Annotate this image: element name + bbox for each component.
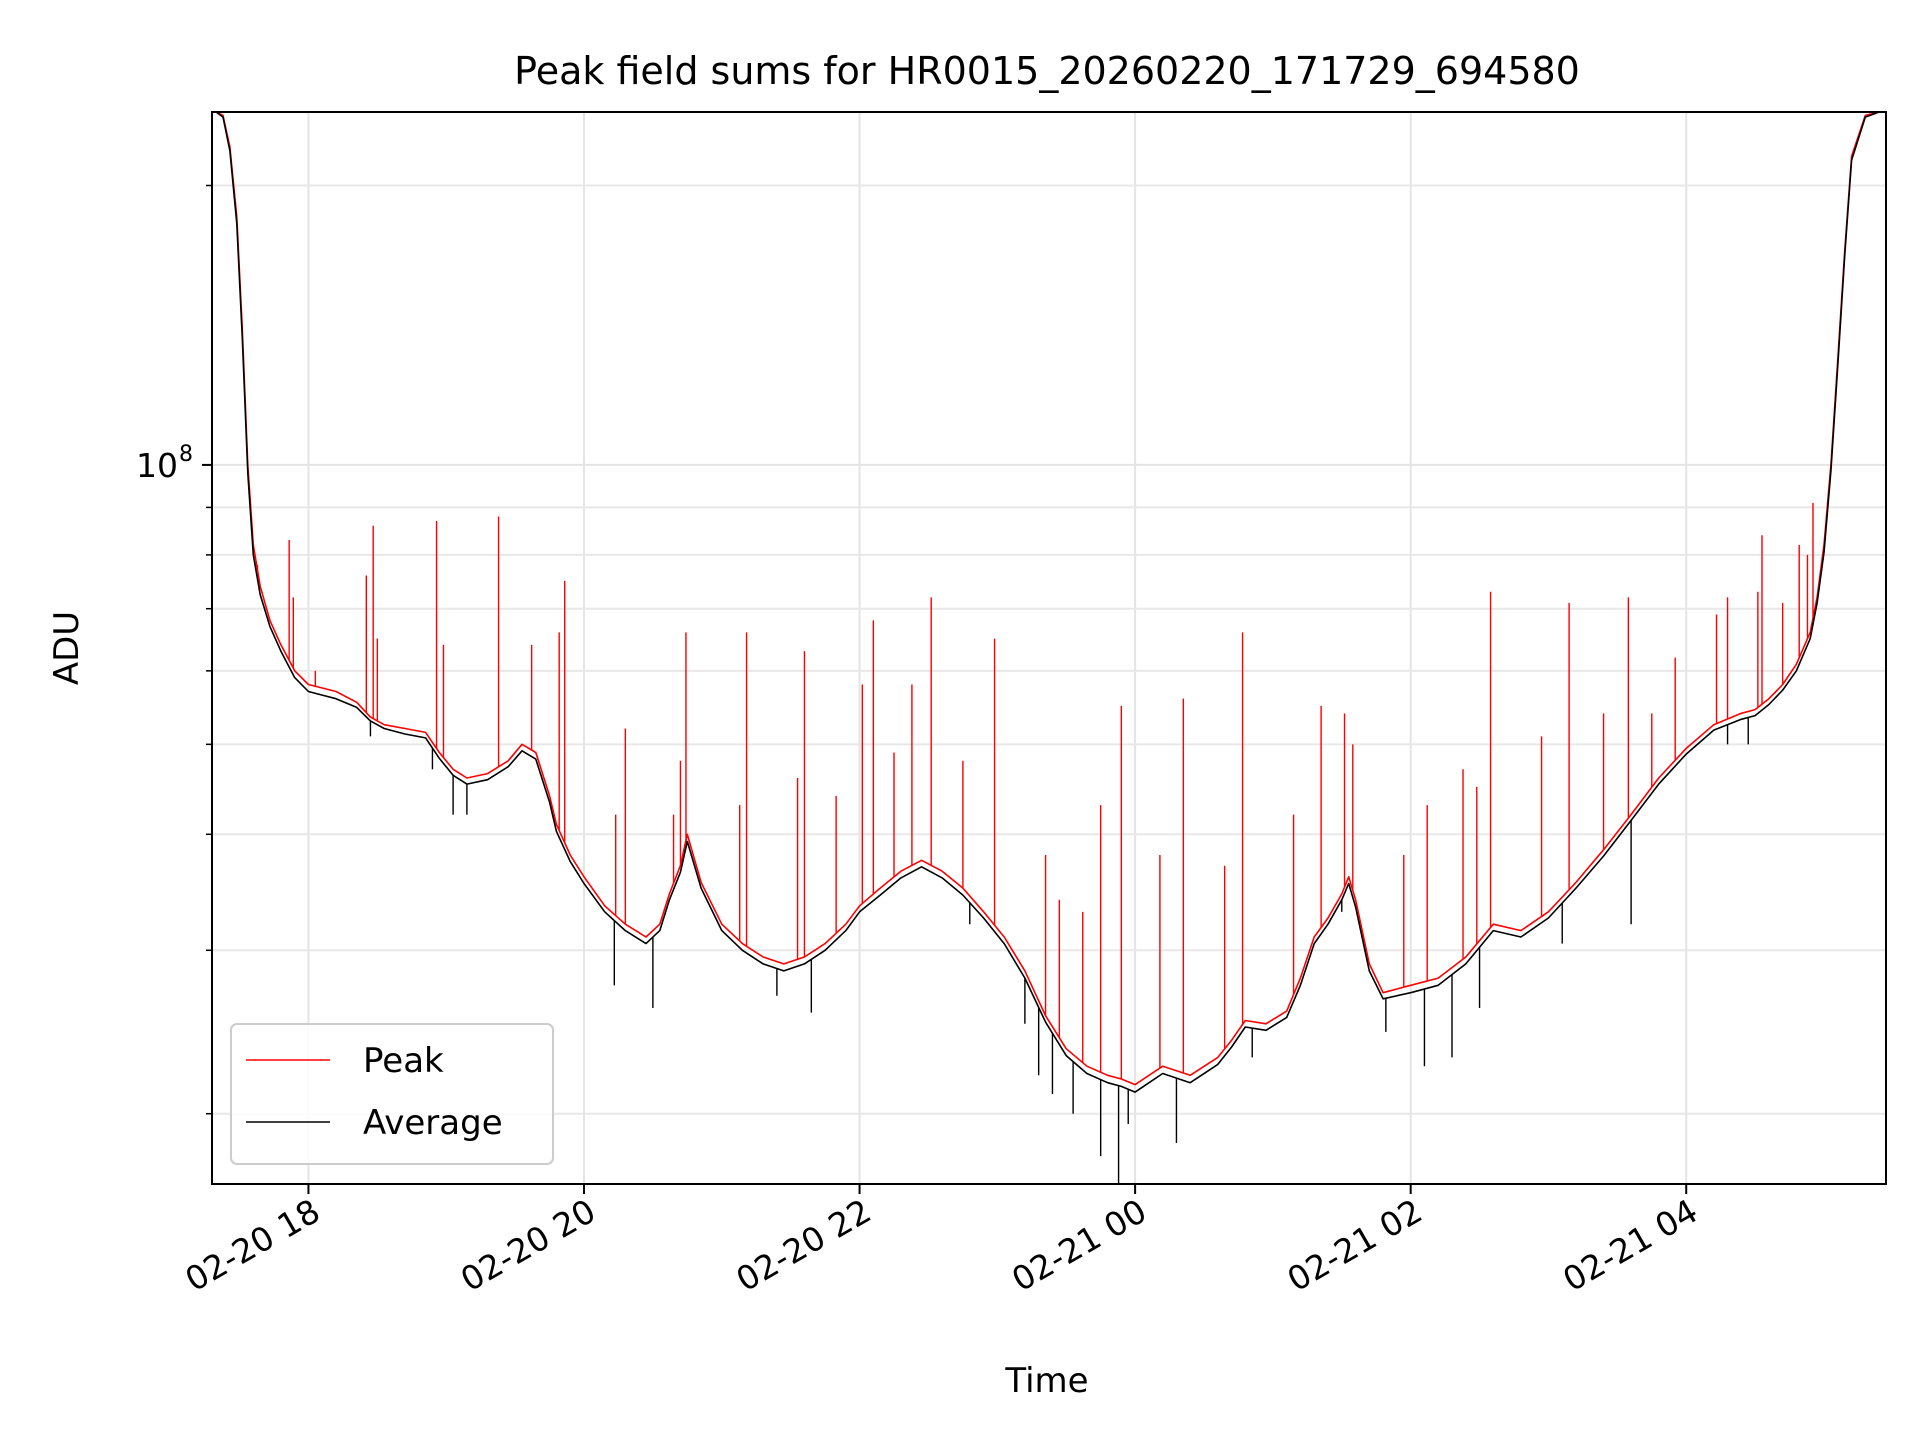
- chart-title: Peak field sums for HR0015_20260220_1717…: [514, 49, 1580, 93]
- legend-box: [230, 1023, 554, 1165]
- y-tick-label-base: 10: [136, 446, 178, 485]
- y-axis-major-label-10e8: 10 8: [136, 442, 193, 485]
- legend-label-peak: Peak: [363, 1041, 444, 1081]
- plot-frame: [211, 111, 1887, 1185]
- plot-background: [212, 112, 1886, 1184]
- y-tick-label-exponent: 8: [179, 442, 193, 467]
- series-line-average: [215, 112, 1880, 1093]
- grid: [212, 112, 1886, 1184]
- y-axis-label: ADU: [47, 611, 87, 685]
- legend: Peak Average: [230, 1023, 554, 1165]
- axis-ticks: [202, 184, 1688, 1194]
- series-layer: [215, 112, 1880, 1184]
- legend-label-average: Average: [363, 1103, 503, 1143]
- x-axis-label: Time: [1004, 1361, 1088, 1401]
- plot-area: [211, 111, 1887, 1185]
